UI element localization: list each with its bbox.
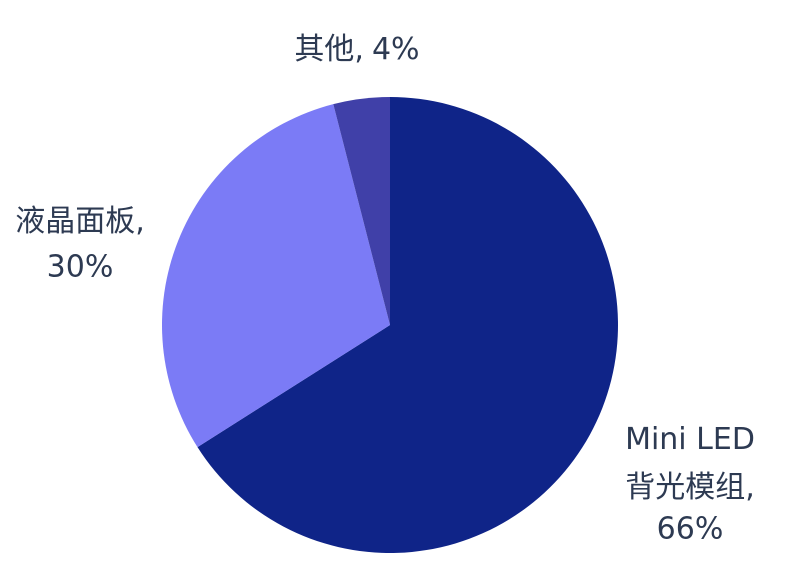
category-line: 液晶面板, — [15, 204, 145, 239]
category-label: Mini LED 背光模组, — [625, 422, 755, 505]
category-label: 其他, — [294, 32, 364, 67]
pie-slice — [333, 97, 390, 325]
pie-slice — [197, 97, 618, 553]
value-label: 30% — [47, 250, 114, 285]
category-line: 背光模组, — [625, 470, 755, 505]
pie-slice — [161, 104, 390, 448]
category-label: 液晶面板, — [15, 204, 145, 239]
value-label: 66% — [657, 512, 724, 547]
value-label: 4% — [372, 32, 420, 67]
category-line: Mini LED — [625, 422, 755, 457]
slice-label: 其他, 4% — [294, 32, 419, 67]
